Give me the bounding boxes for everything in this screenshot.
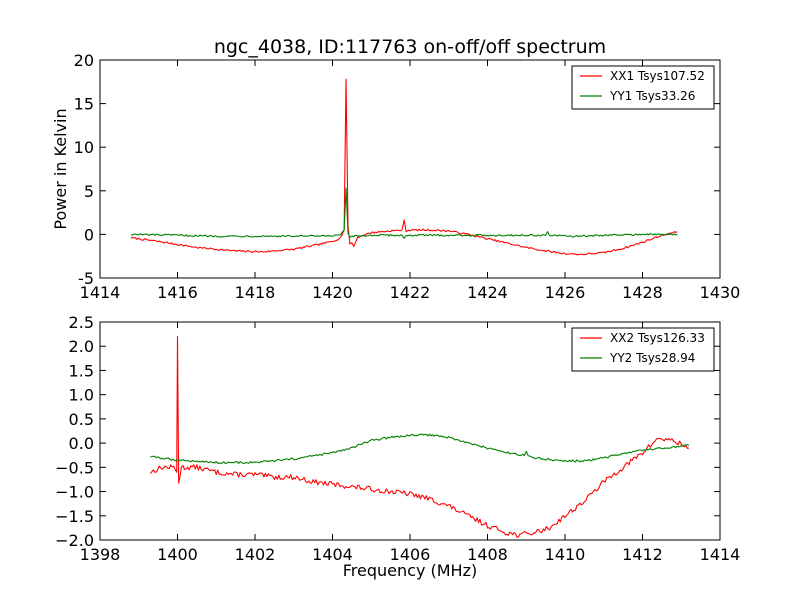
bottom-y-tick-label: −0.5 — [55, 458, 94, 477]
bottom-x-tick-label: 1406 — [390, 545, 431, 564]
bottom-x-axis-label: Frequency (MHz) — [343, 561, 477, 580]
bottom-y-tick-label: 2.5 — [69, 313, 94, 332]
top-y-tick-label: -5 — [78, 269, 94, 288]
top-x-tick-label: 1420 — [312, 283, 353, 302]
bottom-y-tick-label: 1.5 — [69, 361, 94, 380]
bottom-x-tick-label: 1410 — [545, 545, 586, 564]
top-y-tick-label: 20 — [74, 51, 94, 70]
top-y-tick-label: 5 — [84, 182, 94, 201]
bottom-x-tick-label: 1404 — [312, 545, 353, 564]
bottom-y-tick-label: −2.0 — [55, 531, 94, 550]
top-series-xx-line — [130, 78, 678, 256]
top-ticks: 1414 1416 1418 1420 1422 1424 1426 1428 1430 -5 0 5… — [74, 51, 741, 302]
top-plot-lines — [130, 78, 678, 256]
bottom-x-tick-label: 1398 — [80, 545, 121, 564]
bottom-panel: 1398 1400 1402 1404 1406 1408 1410 1412 1414 −2.0… — [55, 313, 740, 580]
top-axes-frame — [99, 59, 721, 279]
top-x-tick-label: 1416 — [157, 283, 198, 302]
bottom-ticks: 1398 1400 1402 1404 1406 1408 1410 1412 1414 −2.0… — [55, 313, 740, 564]
top-y-axis-label: Power in Kelvin — [51, 108, 70, 229]
figure-title: ngc_4038, ID:117763 on-off/off spectrum — [214, 36, 606, 58]
top-panel: 1414 1416 1418 1420 1422 1424 1426 1428 1430 -5 0 5… — [51, 51, 740, 302]
bottom-series-yy-line — [150, 433, 690, 465]
bottom-x-tick-label: 1408 — [467, 545, 508, 564]
top-y-tick-label: 10 — [74, 138, 94, 157]
top-x-tick-label: 1414 — [80, 283, 121, 302]
bottom-x-tick-label: 1402 — [235, 545, 276, 564]
bottom-legend-label-yy2: YY2 Tsys28.94 — [609, 351, 695, 365]
bottom-y-tick-label: 2.0 — [69, 337, 94, 356]
bottom-x-tick-label: 1400 — [157, 545, 198, 564]
top-legend: XX1 Tsys107.52 YY1 Tsys33.26 — [571, 65, 715, 110]
top-x-tick-label: 1418 — [235, 283, 276, 302]
top-x-tick-label: 1424 — [467, 283, 508, 302]
top-x-tick-label: 1426 — [545, 283, 586, 302]
bottom-plot-lines — [149, 335, 690, 538]
bottom-legend-box — [571, 327, 715, 372]
bottom-y-tick-label: −1.5 — [55, 507, 94, 526]
top-x-tick-label: 1422 — [390, 283, 431, 302]
top-y-tick-label: 0 — [84, 225, 94, 244]
top-legend-label-xx1: XX1 Tsys107.52 — [610, 69, 705, 83]
top-y-tick-label: 15 — [74, 95, 94, 114]
bottom-legend-label-xx2: XX2 Tsys126.33 — [610, 331, 705, 345]
top-x-tick-label: 1430 — [700, 283, 741, 302]
top-x-tick-label: 1428 — [622, 283, 663, 302]
bottom-axes-frame — [99, 321, 721, 541]
bottom-y-tick-label: 0.5 — [69, 410, 94, 429]
bottom-x-tick-label: 1414 — [700, 545, 741, 564]
bottom-y-tick-label: 1.0 — [69, 386, 94, 405]
top-legend-label-yy1: YY1 Tsys33.26 — [609, 89, 695, 103]
bottom-y-tick-label: 0.0 — [69, 434, 94, 453]
top-series-yy-line — [130, 187, 678, 239]
top-legend-box — [571, 65, 715, 110]
bottom-series-xx-line — [149, 335, 690, 538]
bottom-x-tick-label: 1412 — [622, 545, 663, 564]
bottom-legend: XX2 Tsys126.33 YY2 Tsys28.94 — [571, 327, 715, 372]
bottom-y-tick-label: −1.0 — [55, 483, 94, 502]
